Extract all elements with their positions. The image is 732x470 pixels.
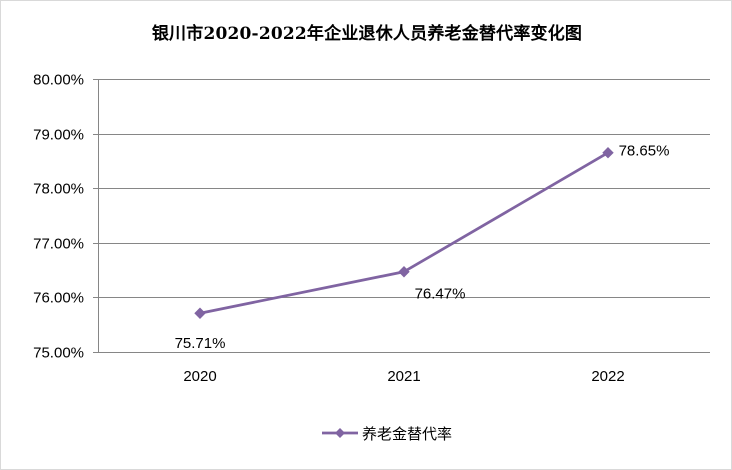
y-tick-label: 79.00% <box>33 127 84 144</box>
chart-title: 银川市2020-2022年企业退休人员养老金替代率变化图 <box>151 24 583 44</box>
gridlines <box>98 79 710 298</box>
series <box>194 147 614 319</box>
data-label: 78.65% <box>619 143 670 160</box>
data-point-marker <box>194 307 206 319</box>
y-tick-label: 78.00% <box>33 181 84 198</box>
series-line <box>199 151 609 315</box>
y-tick-label: 76.00% <box>33 290 84 307</box>
legend[interactable]: 养老金替代率 <box>322 425 452 443</box>
x-tick-labels: 2020 2021 2022 <box>183 368 624 385</box>
y-tick-label: 80.00% <box>33 72 84 89</box>
axes <box>93 79 710 353</box>
legend-marker <box>335 428 345 438</box>
data-label: 75.71% <box>175 335 226 352</box>
legend-label: 养老金替代率 <box>362 425 452 443</box>
y-tick-label: 77.00% <box>33 236 84 253</box>
data-point-marker <box>602 147 614 159</box>
y-tick-label: 75.00% <box>33 345 84 362</box>
x-tick-label: 2022 <box>591 368 624 385</box>
y-tick-labels: 75.00% 76.00% 77.00% 78.00% 79.00% 80.00% <box>33 72 84 362</box>
x-tick-label: 2020 <box>183 368 216 385</box>
x-tick-label: 2021 <box>387 368 420 385</box>
data-point-marker <box>398 266 410 278</box>
data-labels: 75.71% 76.47% 78.65% <box>175 143 670 353</box>
data-label: 76.47% <box>415 286 466 303</box>
